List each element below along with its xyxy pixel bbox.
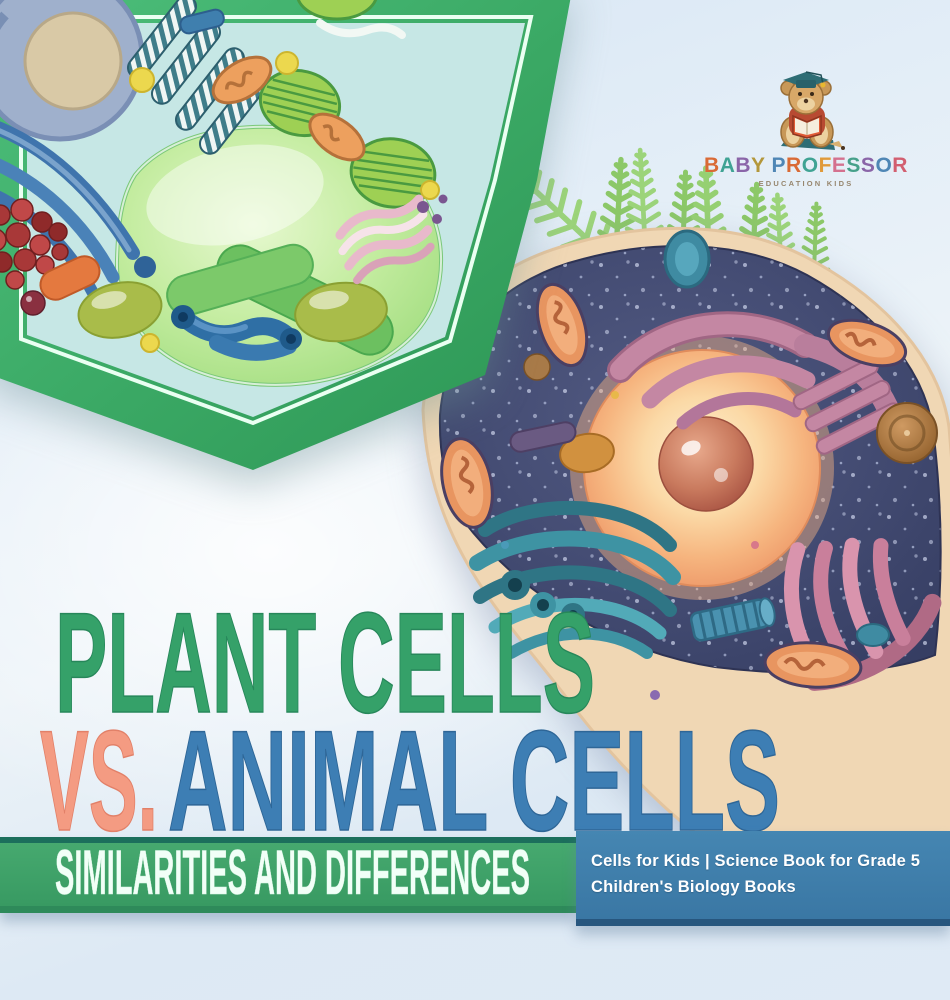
title-plant-cells: PLANT CELLS xyxy=(54,598,596,723)
plant-cell-model xyxy=(0,0,571,470)
publisher-logo: BABY PROFESSOR EDUCATION KIDS xyxy=(700,66,912,188)
logo-brand-text: BABY PROFESSOR xyxy=(704,154,908,177)
purple-beads xyxy=(417,194,448,224)
olive-vesicles xyxy=(77,281,388,343)
animal-cell-model xyxy=(421,226,950,879)
nucleolus xyxy=(658,416,754,512)
top-organelles xyxy=(179,0,406,39)
series-line2: Children's Biology Books xyxy=(591,878,796,896)
berry-cluster xyxy=(0,198,69,290)
blue-tubules xyxy=(171,305,302,361)
animal-small-organelles xyxy=(501,229,938,700)
logo-tagline: EDUCATION KIDS xyxy=(758,179,854,188)
title-vs-animal-cells: VS. ANIMAL CELLS xyxy=(39,716,781,841)
subtitle-banner: SIMILARITIES AND DIFFERENCES xyxy=(0,837,576,913)
subtitle-banner-text: SIMILARITIES AND DIFFERENCES xyxy=(55,843,530,906)
series-line1: Cells for Kids | Science Book for Grade … xyxy=(591,852,921,870)
teddy-bear-graduate-icon xyxy=(780,71,845,150)
golgi-apparatus xyxy=(469,500,681,659)
title-line2-text: ANIMAL CELLS xyxy=(168,716,780,841)
series-panel: Cells for Kids | Science Book for Grade … xyxy=(576,831,950,926)
peroxisomes xyxy=(129,51,440,353)
title-line1-text: PLANT CELLS xyxy=(55,598,595,723)
plant-golgi xyxy=(335,194,435,285)
centriole xyxy=(689,597,776,642)
animal-mitochondria xyxy=(440,282,908,689)
storage-organelles xyxy=(20,255,101,316)
title-vs-text: VS. xyxy=(40,716,158,841)
